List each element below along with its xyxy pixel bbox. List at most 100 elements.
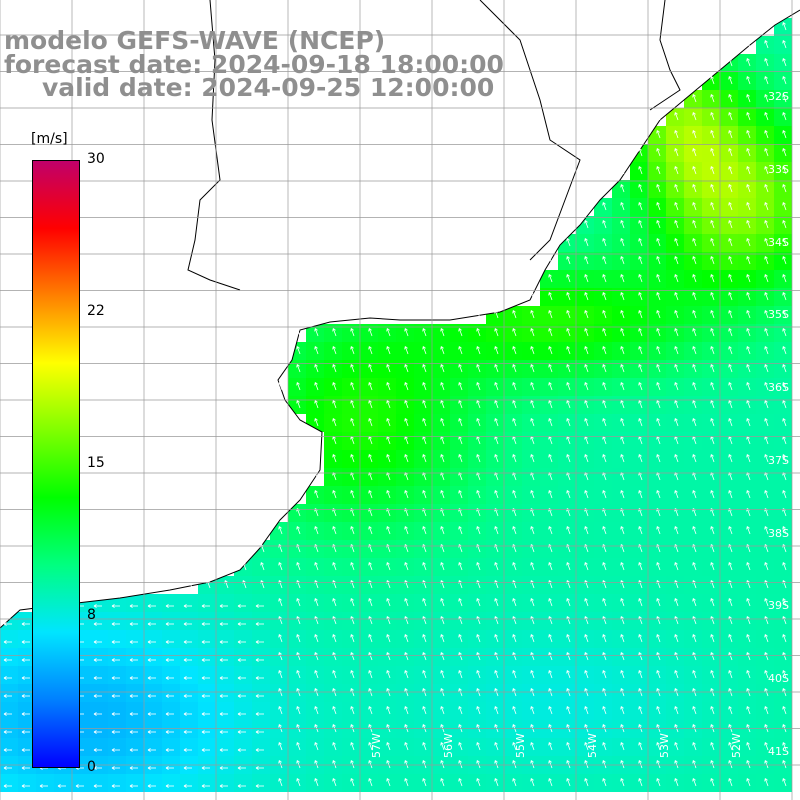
wind-arrow [710, 76, 715, 85]
wind-arrow [746, 364, 751, 373]
speed-cell [702, 666, 720, 684]
speed-cell [666, 324, 684, 342]
wind-arrow [782, 274, 787, 283]
speed-cell [126, 612, 144, 630]
speed-cell [648, 306, 666, 324]
wind-arrow [39, 784, 48, 788]
wind-arrow [350, 526, 355, 535]
speed-cell [522, 306, 540, 324]
wind-arrow [458, 778, 463, 787]
wind-arrow [458, 670, 463, 679]
wind-arrow [620, 382, 625, 391]
speed-cell [486, 576, 504, 594]
speed-cell [558, 486, 576, 504]
speed-cell [684, 720, 702, 738]
speed-cell [342, 702, 360, 720]
colorbar-tick: 8 [87, 607, 96, 623]
speed-cell [162, 702, 180, 720]
wind-arrow [129, 784, 138, 788]
wind-arrow [602, 634, 607, 643]
wind-arrow [129, 766, 138, 770]
wind-arrow [602, 346, 607, 355]
speed-cell [666, 738, 684, 756]
speed-cell [252, 774, 270, 792]
wind-arrow [296, 346, 301, 355]
wind-arrow [111, 640, 120, 644]
wind-arrow [710, 166, 715, 175]
wind-arrow [440, 490, 445, 499]
speed-cell [666, 450, 684, 468]
speed-cell [648, 702, 666, 720]
wind-arrow [440, 742, 445, 751]
speed-cell [648, 612, 666, 630]
speed-cell [378, 558, 396, 576]
wind-arrow [255, 658, 264, 662]
speed-cell [288, 684, 306, 702]
wind-arrow [332, 364, 337, 373]
wind-arrow [494, 526, 499, 535]
wind-arrow [620, 292, 625, 301]
wind-arrow [602, 400, 607, 409]
wind-arrow [350, 706, 355, 715]
wind-arrow [638, 184, 643, 193]
wind-arrow [201, 712, 210, 716]
speed-cell [504, 468, 522, 486]
wind-arrow [314, 364, 319, 373]
speed-cell [540, 522, 558, 540]
model-title: modelo GEFS-WAVE (NCEP) [4, 26, 386, 55]
speed-cell [522, 594, 540, 612]
speed-cell [540, 738, 558, 756]
speed-cell [612, 450, 630, 468]
wind-arrow [674, 274, 679, 283]
speed-cell [468, 468, 486, 486]
wind-arrow [404, 760, 409, 769]
wind-arrow [530, 742, 535, 751]
wind-arrow [782, 130, 787, 139]
wind-arrow [674, 256, 679, 265]
speed-cell [684, 468, 702, 486]
wind-arrow [183, 694, 192, 698]
wind-arrow [620, 256, 625, 265]
speed-cell [540, 360, 558, 378]
wind-arrow [674, 418, 679, 427]
wind-arrow [314, 742, 319, 751]
speed-cell [270, 684, 288, 702]
speed-cell [360, 378, 378, 396]
speed-cell [396, 468, 414, 486]
wind-arrow [782, 346, 787, 355]
speed-cell [486, 558, 504, 576]
wind-arrow [350, 760, 355, 769]
speed-cell [378, 576, 396, 594]
speed-cell [702, 504, 720, 522]
speed-cell [486, 468, 504, 486]
speed-cell [630, 234, 648, 252]
wind-arrow [93, 748, 102, 752]
wind-arrow [350, 652, 355, 661]
speed-cell [432, 396, 450, 414]
wind-arrow [255, 622, 264, 626]
speed-cell [18, 648, 36, 666]
speed-cell [630, 450, 648, 468]
speed-cell [684, 558, 702, 576]
speed-cell [684, 378, 702, 396]
wind-arrow [494, 652, 499, 661]
wind-arrow [530, 526, 535, 535]
speed-cell [666, 774, 684, 792]
speed-cell [18, 738, 36, 756]
wind-arrow [93, 766, 102, 770]
wind-arrow [548, 742, 553, 751]
wind-arrow [206, 580, 211, 589]
speed-cell [612, 252, 630, 270]
wind-arrow [530, 400, 535, 409]
wind-arrow [255, 676, 264, 680]
speed-cell [738, 720, 756, 738]
wind-arrow [530, 562, 535, 571]
speed-cell [486, 486, 504, 504]
speed-cell [324, 720, 342, 738]
wind-arrow [260, 580, 265, 589]
speed-cell [522, 342, 540, 360]
speed-cell [738, 702, 756, 720]
wind-arrow [548, 454, 553, 463]
speed-cell [666, 684, 684, 702]
wind-arrow [620, 580, 625, 589]
